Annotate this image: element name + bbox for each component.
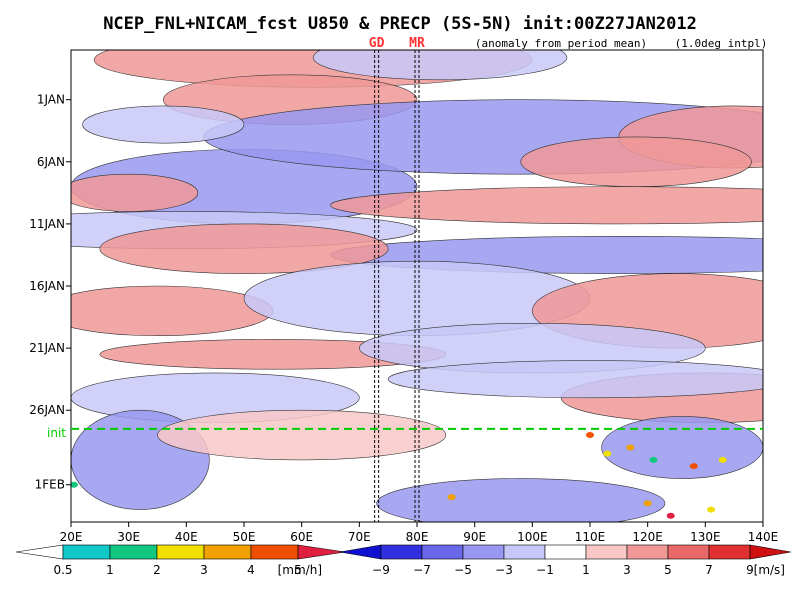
precip-legend-swatch <box>297 544 346 560</box>
u850-legend-swatch <box>544 544 587 560</box>
precip-legend-label: 3 <box>200 563 208 577</box>
y-tick-label: 6JAN <box>37 155 65 169</box>
precip-spot-4 <box>689 463 698 470</box>
anomaly-blob-9 <box>71 173 199 212</box>
precip-legend-swatch <box>109 544 158 560</box>
x-tick-label: 100E <box>517 530 548 544</box>
u850-legend-swatch <box>462 544 505 560</box>
u850-legend-swatch <box>503 544 546 560</box>
precip-legend-label: 5 <box>294 563 302 577</box>
x-tick-label: 90E <box>463 530 486 544</box>
anomaly-blob-1 <box>312 50 568 81</box>
u850-legend-label: −5 <box>454 563 472 577</box>
anomaly-blob-13 <box>71 285 274 336</box>
u850-legend-label: −1 <box>536 563 554 577</box>
precip-legend-swatch <box>250 544 299 560</box>
precip-spot-7 <box>666 512 675 519</box>
plot-area <box>71 50 763 522</box>
y-tick-label: 21JAN <box>29 341 65 355</box>
precip-legend-label: 2 <box>153 563 161 577</box>
x-tick-label: 80E <box>406 530 429 544</box>
marker-label-mr: MR <box>409 36 425 51</box>
u850-legend-unit: [m/s] <box>754 563 785 577</box>
precip-spot-0 <box>586 432 594 439</box>
x-tick-label: 20E <box>60 530 83 544</box>
precip-spot-9 <box>71 481 78 488</box>
overlays: init GD MR <box>47 36 763 522</box>
anomaly-blob-24 <box>157 409 447 461</box>
anomaly-blob-7 <box>82 105 245 144</box>
precip-legend: 0.5 1 2 3 4 5[mm/h] <box>15 544 346 577</box>
u850-legend-swatch <box>667 544 710 560</box>
marker-label-gd: GD <box>369 36 385 51</box>
precip-legend-label: 0.5 <box>53 563 72 577</box>
x-tick-label: 120E <box>632 530 663 544</box>
x-tick-label: 40E <box>175 530 198 544</box>
x-tick-label: 50E <box>233 530 256 544</box>
y-tick-label: 26JAN <box>29 403 65 417</box>
precip-spot-8 <box>707 506 716 513</box>
precip-legend-label: 1 <box>106 563 114 577</box>
u850-legend-swatch <box>626 544 669 560</box>
chart-title: NCEP_FNL+NICAM_fcst U850 & PRECP (5S-5N)… <box>103 14 697 34</box>
precip-legend-unit: [mm/h] <box>278 563 322 577</box>
y-tick-label: 11JAN <box>29 217 65 231</box>
anomaly-blob-8 <box>330 186 763 225</box>
precip-spot-10 <box>447 494 456 501</box>
x-tick-label: 130E <box>690 530 721 544</box>
anomaly-blob-12 <box>99 223 389 274</box>
x-tick-label: 110E <box>575 530 606 544</box>
axes: 20E 30E 40E 50E 60E 70E 80E 90E 100E 110E 120E 130E… <box>29 93 778 544</box>
u850-legend-swatch <box>585 544 628 560</box>
anomaly-blob-23 <box>376 478 666 522</box>
precip-legend-swatch <box>203 544 252 560</box>
y-tick-label: 1FEB <box>35 478 65 492</box>
precip-legend-swatch <box>156 544 205 560</box>
subtitle-anomaly: (anomaly from period mean) <box>475 37 647 50</box>
anomaly-blob-6 <box>520 136 752 187</box>
u850-legend-label: 5 <box>664 563 672 577</box>
u850-legend-label: −7 <box>413 563 431 577</box>
precip-legend-swatch <box>62 544 111 560</box>
anomaly-blob-21 <box>601 416 763 479</box>
anomaly-blob-19 <box>387 360 763 399</box>
u850-legend-label: −3 <box>495 563 513 577</box>
precip-legend-label: 4 <box>247 563 255 577</box>
precip-field <box>71 432 727 519</box>
anomaly-field <box>71 50 763 522</box>
precip-spot-2 <box>626 444 635 451</box>
u850-legend-swatch <box>339 544 382 560</box>
u850-legend-label: 9 <box>746 563 754 577</box>
precip-spot-5 <box>718 456 727 463</box>
init-label: init <box>47 426 66 440</box>
x-tick-label: 30E <box>117 530 140 544</box>
precip-spot-6 <box>643 500 652 507</box>
u850-legend-swatch <box>708 544 751 560</box>
y-tick-label: 1JAN <box>37 93 65 107</box>
y-tick-label: 16JAN <box>29 279 65 293</box>
u850-legend-label: 1 <box>582 563 590 577</box>
u850-legend-swatch <box>421 544 464 560</box>
u850-legend: −9 −7 −5 −3 −1 1 3 5 7 9 [m/s] <box>339 544 792 577</box>
x-tick-label: 140E <box>748 530 779 544</box>
u850-legend-label: 3 <box>623 563 631 577</box>
subtitle-interp: (1.0deg intpl) <box>675 37 768 50</box>
legends: 0.5 1 2 3 4 5[mm/h] −9 −7 −5 −3 −1 1 3 5 7 9 [m/s] <box>15 544 792 577</box>
u850-legend-label: −9 <box>372 563 390 577</box>
x-tick-label: 60E <box>290 530 313 544</box>
x-tick-label: 70E <box>348 530 371 544</box>
precip-spot-3 <box>649 456 658 463</box>
u850-legend-swatch <box>749 544 792 560</box>
precip-spot-1 <box>603 450 612 457</box>
u850-legend-swatch <box>380 544 423 560</box>
u850-legend-label: 7 <box>705 563 713 577</box>
precip-legend-swatch <box>15 544 64 560</box>
